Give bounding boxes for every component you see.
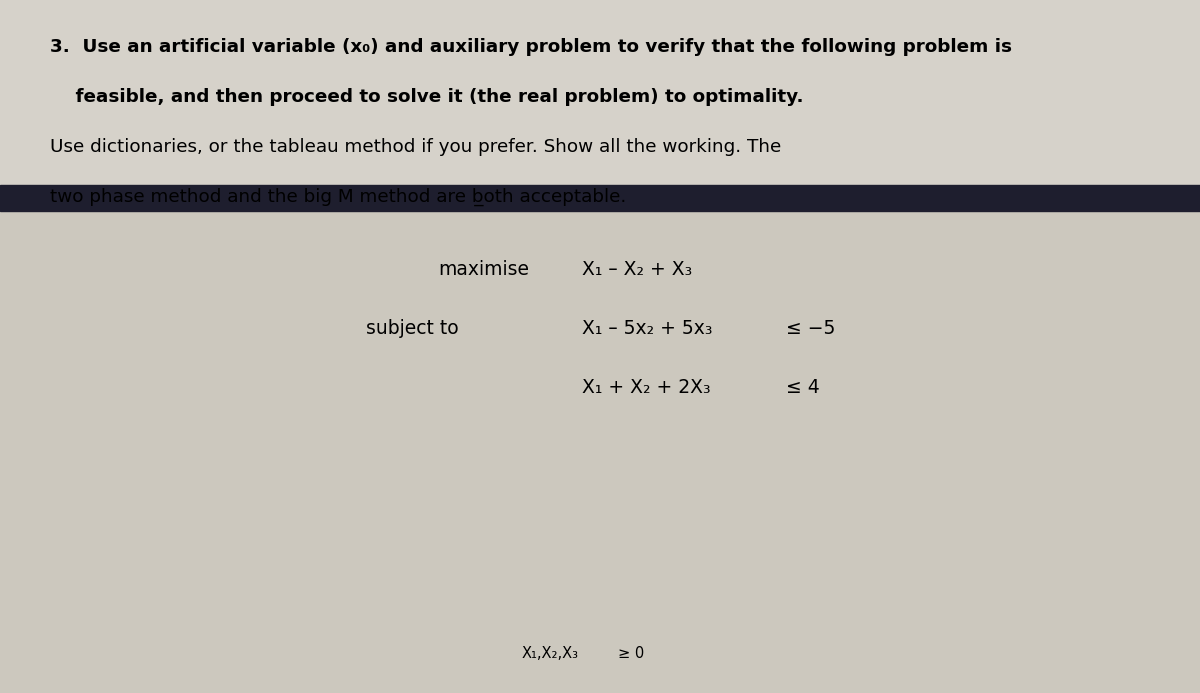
Text: X₁ – 5x₂ + 5x₃: X₁ – 5x₂ + 5x₃ — [582, 319, 713, 337]
Text: ≥ 0: ≥ 0 — [618, 646, 644, 661]
Text: two phase method and the big M method are b̲oth acceptable.: two phase method and the big M method ar… — [50, 188, 626, 206]
Text: X₁,X₂,X₃: X₁,X₂,X₃ — [522, 646, 580, 661]
Bar — [0, 185, 1200, 211]
Text: 3.  Use an artificial variable (x₀) and auxiliary problem to verify that the fol: 3. Use an artificial variable (x₀) and a… — [50, 38, 1013, 56]
Text: X₁ + X₂ + 2X₃: X₁ + X₂ + 2X₃ — [582, 378, 710, 396]
Text: ≤ −5: ≤ −5 — [786, 319, 835, 337]
Text: maximise: maximise — [438, 260, 529, 279]
Text: ≤ 4: ≤ 4 — [786, 378, 820, 396]
Text: X₁ – X₂ + X₃: X₁ – X₂ + X₃ — [582, 260, 692, 279]
Text: subject to: subject to — [366, 319, 458, 337]
Text: feasible, and then proceed to solve it (the real problem) to optimality.: feasible, and then proceed to solve it (… — [50, 88, 804, 106]
Text: Use dictionaries, or the tableau method if you prefer. Show all the working. The: Use dictionaries, or the tableau method … — [50, 138, 781, 156]
Bar — [0, 211, 1200, 693]
